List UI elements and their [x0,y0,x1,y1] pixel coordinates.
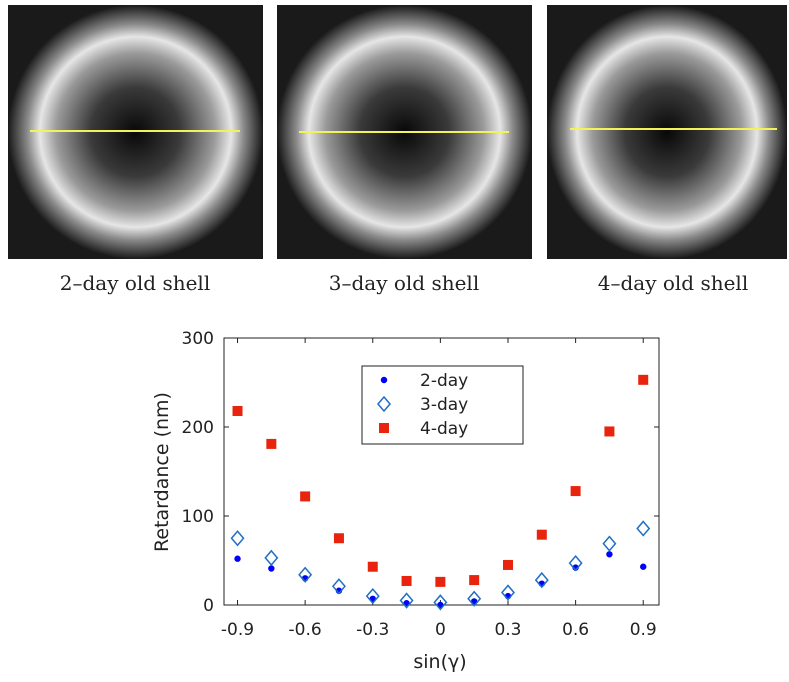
legend-label: 2-day [420,371,468,391]
point [602,535,617,552]
legend-marker [377,395,391,413]
point [536,529,547,540]
y-tick-label: 0 [203,596,214,616]
point [638,374,649,385]
point [604,426,615,437]
y-axis-label: Retardance (nm) [151,392,173,552]
x-tick-label: 0 [435,620,446,640]
y-tick-label: 300 [182,329,214,349]
point [640,563,647,570]
caption: 4–day old shell [598,271,748,295]
point [401,575,412,586]
point [266,438,277,449]
point [433,594,448,611]
point [264,549,279,566]
x-tick-label: 0.9 [630,620,657,640]
shell-image [277,5,532,259]
x-tick-label: 0.3 [494,620,521,640]
point [234,555,241,562]
point [300,491,311,502]
y-tick-label: 100 [182,507,214,527]
point [230,530,245,547]
point [365,587,380,605]
point [232,405,243,416]
point [568,555,583,572]
x-tick-label: 0.6 [562,620,589,640]
x-tick-label: -0.9 [221,620,254,640]
point [636,520,651,537]
legend-label: 4-day [420,419,468,439]
point [534,571,549,589]
point [570,486,581,497]
point [298,566,313,583]
point [501,584,515,601]
x-axis-label: sin(γ) [413,651,466,673]
x-tick-label: -0.3 [356,620,389,640]
point [399,592,414,609]
y-tick-label: 200 [182,418,214,438]
shell-image [8,5,263,259]
point [502,559,513,570]
point [268,565,275,572]
point [606,551,613,558]
point [469,575,480,586]
point [367,561,378,572]
point [333,533,344,544]
point [467,590,482,607]
legend-marker [380,376,388,384]
legend-label: 3-day [420,395,468,415]
x-tick-label: -0.6 [289,620,322,640]
point [435,576,446,587]
caption: 2–day old shell [60,271,210,295]
shell-image [547,5,787,259]
legend-marker [379,423,389,433]
caption: 3–day old shell [329,271,479,295]
point [331,578,346,595]
